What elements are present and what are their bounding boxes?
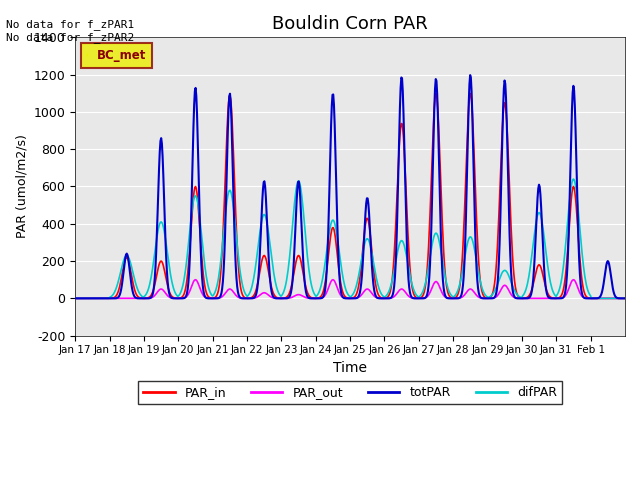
X-axis label: Time: Time bbox=[333, 361, 367, 375]
Text: No data for f_zPAR1
No data for f_zPAR2: No data for f_zPAR1 No data for f_zPAR2 bbox=[6, 19, 134, 43]
Y-axis label: PAR (umol/m2/s): PAR (umol/m2/s) bbox=[15, 134, 28, 239]
Title: Bouldin Corn PAR: Bouldin Corn PAR bbox=[272, 15, 428, 33]
Legend: PAR_in, PAR_out, totPAR, difPAR: PAR_in, PAR_out, totPAR, difPAR bbox=[138, 381, 562, 404]
